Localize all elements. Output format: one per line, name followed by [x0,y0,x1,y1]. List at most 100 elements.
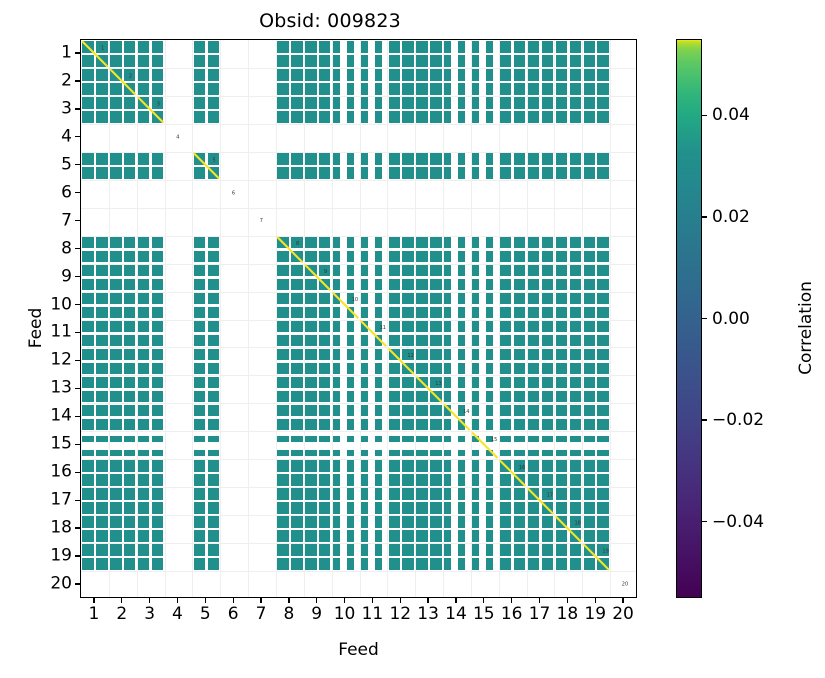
x-tick-label: 3 [144,604,156,624]
heatmap-cell [458,530,466,542]
x-tick-mark [427,598,429,603]
heatmap-cell [416,449,428,456]
x-tick-label: 17 [528,604,551,624]
x-tick-mark [371,598,374,603]
y-tick-label: 13 [50,377,72,398]
heatmap-cell [277,449,289,456]
heatmap-cell [291,306,303,319]
x-tick-mark [260,598,262,603]
heatmap-cell [499,41,512,53]
heatmap-axes[interactable]: 1 2 3 5 8 9 10 11 12 13 14 15 16 17 18 19 4 6 7 20 [80,39,637,598]
gridline-horizontal [81,459,636,461]
heatmap-cell [96,41,108,53]
heatmap-cell [137,460,150,472]
heatmap-cell [541,264,554,277]
heatmap-cell [82,166,94,179]
heatmap-cell [207,348,220,361]
heatmap-cell [123,348,136,361]
heatmap-cells [81,40,636,597]
heatmap-cell [151,278,164,291]
heatmap-cell [513,41,526,53]
heatmap-cell [318,111,331,123]
heatmap-cell [513,55,526,67]
heatmap-cell [207,55,220,67]
heatmap-cell [151,55,164,67]
heatmap-cell [416,55,428,67]
y-tick-label: 16 [50,461,72,482]
heatmap-cell [597,488,609,500]
heatmap-cell [291,435,303,442]
heatmap-cell [332,55,341,67]
heatmap-cell [137,516,150,528]
heatmap-cell [569,334,582,347]
heatmap-cell [597,111,609,123]
heatmap-cell [444,306,452,319]
heatmap-cell [472,460,480,472]
heatmap-cell [541,390,554,403]
heatmap-cell [458,153,466,165]
heatmap-cell [486,516,494,528]
heatmap-cell [541,69,554,81]
heatmap-cell [527,97,540,109]
heatmap-cell [291,278,303,291]
x-tick-mark [232,598,234,603]
heatmap-cell [513,334,526,347]
heatmap-cell [472,348,480,361]
heatmap-cell [569,390,582,403]
cell-index-annotation: 3 [157,101,160,107]
heatmap-cell [555,153,568,165]
heatmap-cell [444,404,452,417]
heatmap-cell [151,404,164,417]
heatmap-cell [96,435,108,442]
gridline-horizontal [81,571,636,573]
heatmap-cell [486,236,494,249]
heatmap-cell [513,390,526,403]
heatmap-cell [96,278,108,291]
heatmap-cell [555,264,568,277]
gridline-vertical [108,40,110,597]
y-tick-label: 8 [61,238,72,259]
heatmap-cell [388,278,401,291]
heatmap-cell [123,278,136,291]
heatmap-cell [541,516,554,528]
heatmap-cell [137,334,150,347]
heatmap-cell [402,166,414,179]
heatmap-cell [332,334,341,347]
heatmap-cell [207,516,220,528]
heatmap-cell [374,236,382,249]
heatmap-cell [402,153,414,165]
colorbar-tick-label: 0.00 [712,308,750,329]
y-tick-label: 9 [61,266,72,287]
heatmap-cell [472,435,480,442]
heatmap-cell [569,55,582,67]
heatmap-cell [305,516,317,528]
heatmap-cell [374,97,382,109]
heatmap-cell [444,41,452,53]
heatmap-cell [402,530,414,542]
heatmap-cell [430,418,442,431]
heatmap-cell [318,250,331,263]
heatmap-cell [110,292,122,305]
heatmap-cell [123,69,136,81]
heatmap-cell [305,474,317,486]
heatmap-cell [291,83,303,95]
heatmap-cell [486,449,494,456]
heatmap-cell [430,97,442,109]
gridline-horizontal [81,235,636,237]
heatmap-cell [332,292,341,305]
heatmap-cell [110,97,122,109]
heatmap-cell [472,83,480,95]
y-tick-label: 15 [50,433,72,454]
heatmap-cell [346,418,354,431]
heatmap-cell [430,435,442,442]
heatmap-cell [151,516,164,528]
heatmap-cell [318,320,331,333]
heatmap-cell [193,376,206,389]
heatmap-cell [318,97,331,109]
heatmap-cell [555,544,568,556]
heatmap-cell [332,111,341,123]
heatmap-cell [207,544,220,556]
heatmap-cell [193,544,206,556]
heatmap-cell [305,376,317,389]
heatmap-cell [555,460,568,472]
